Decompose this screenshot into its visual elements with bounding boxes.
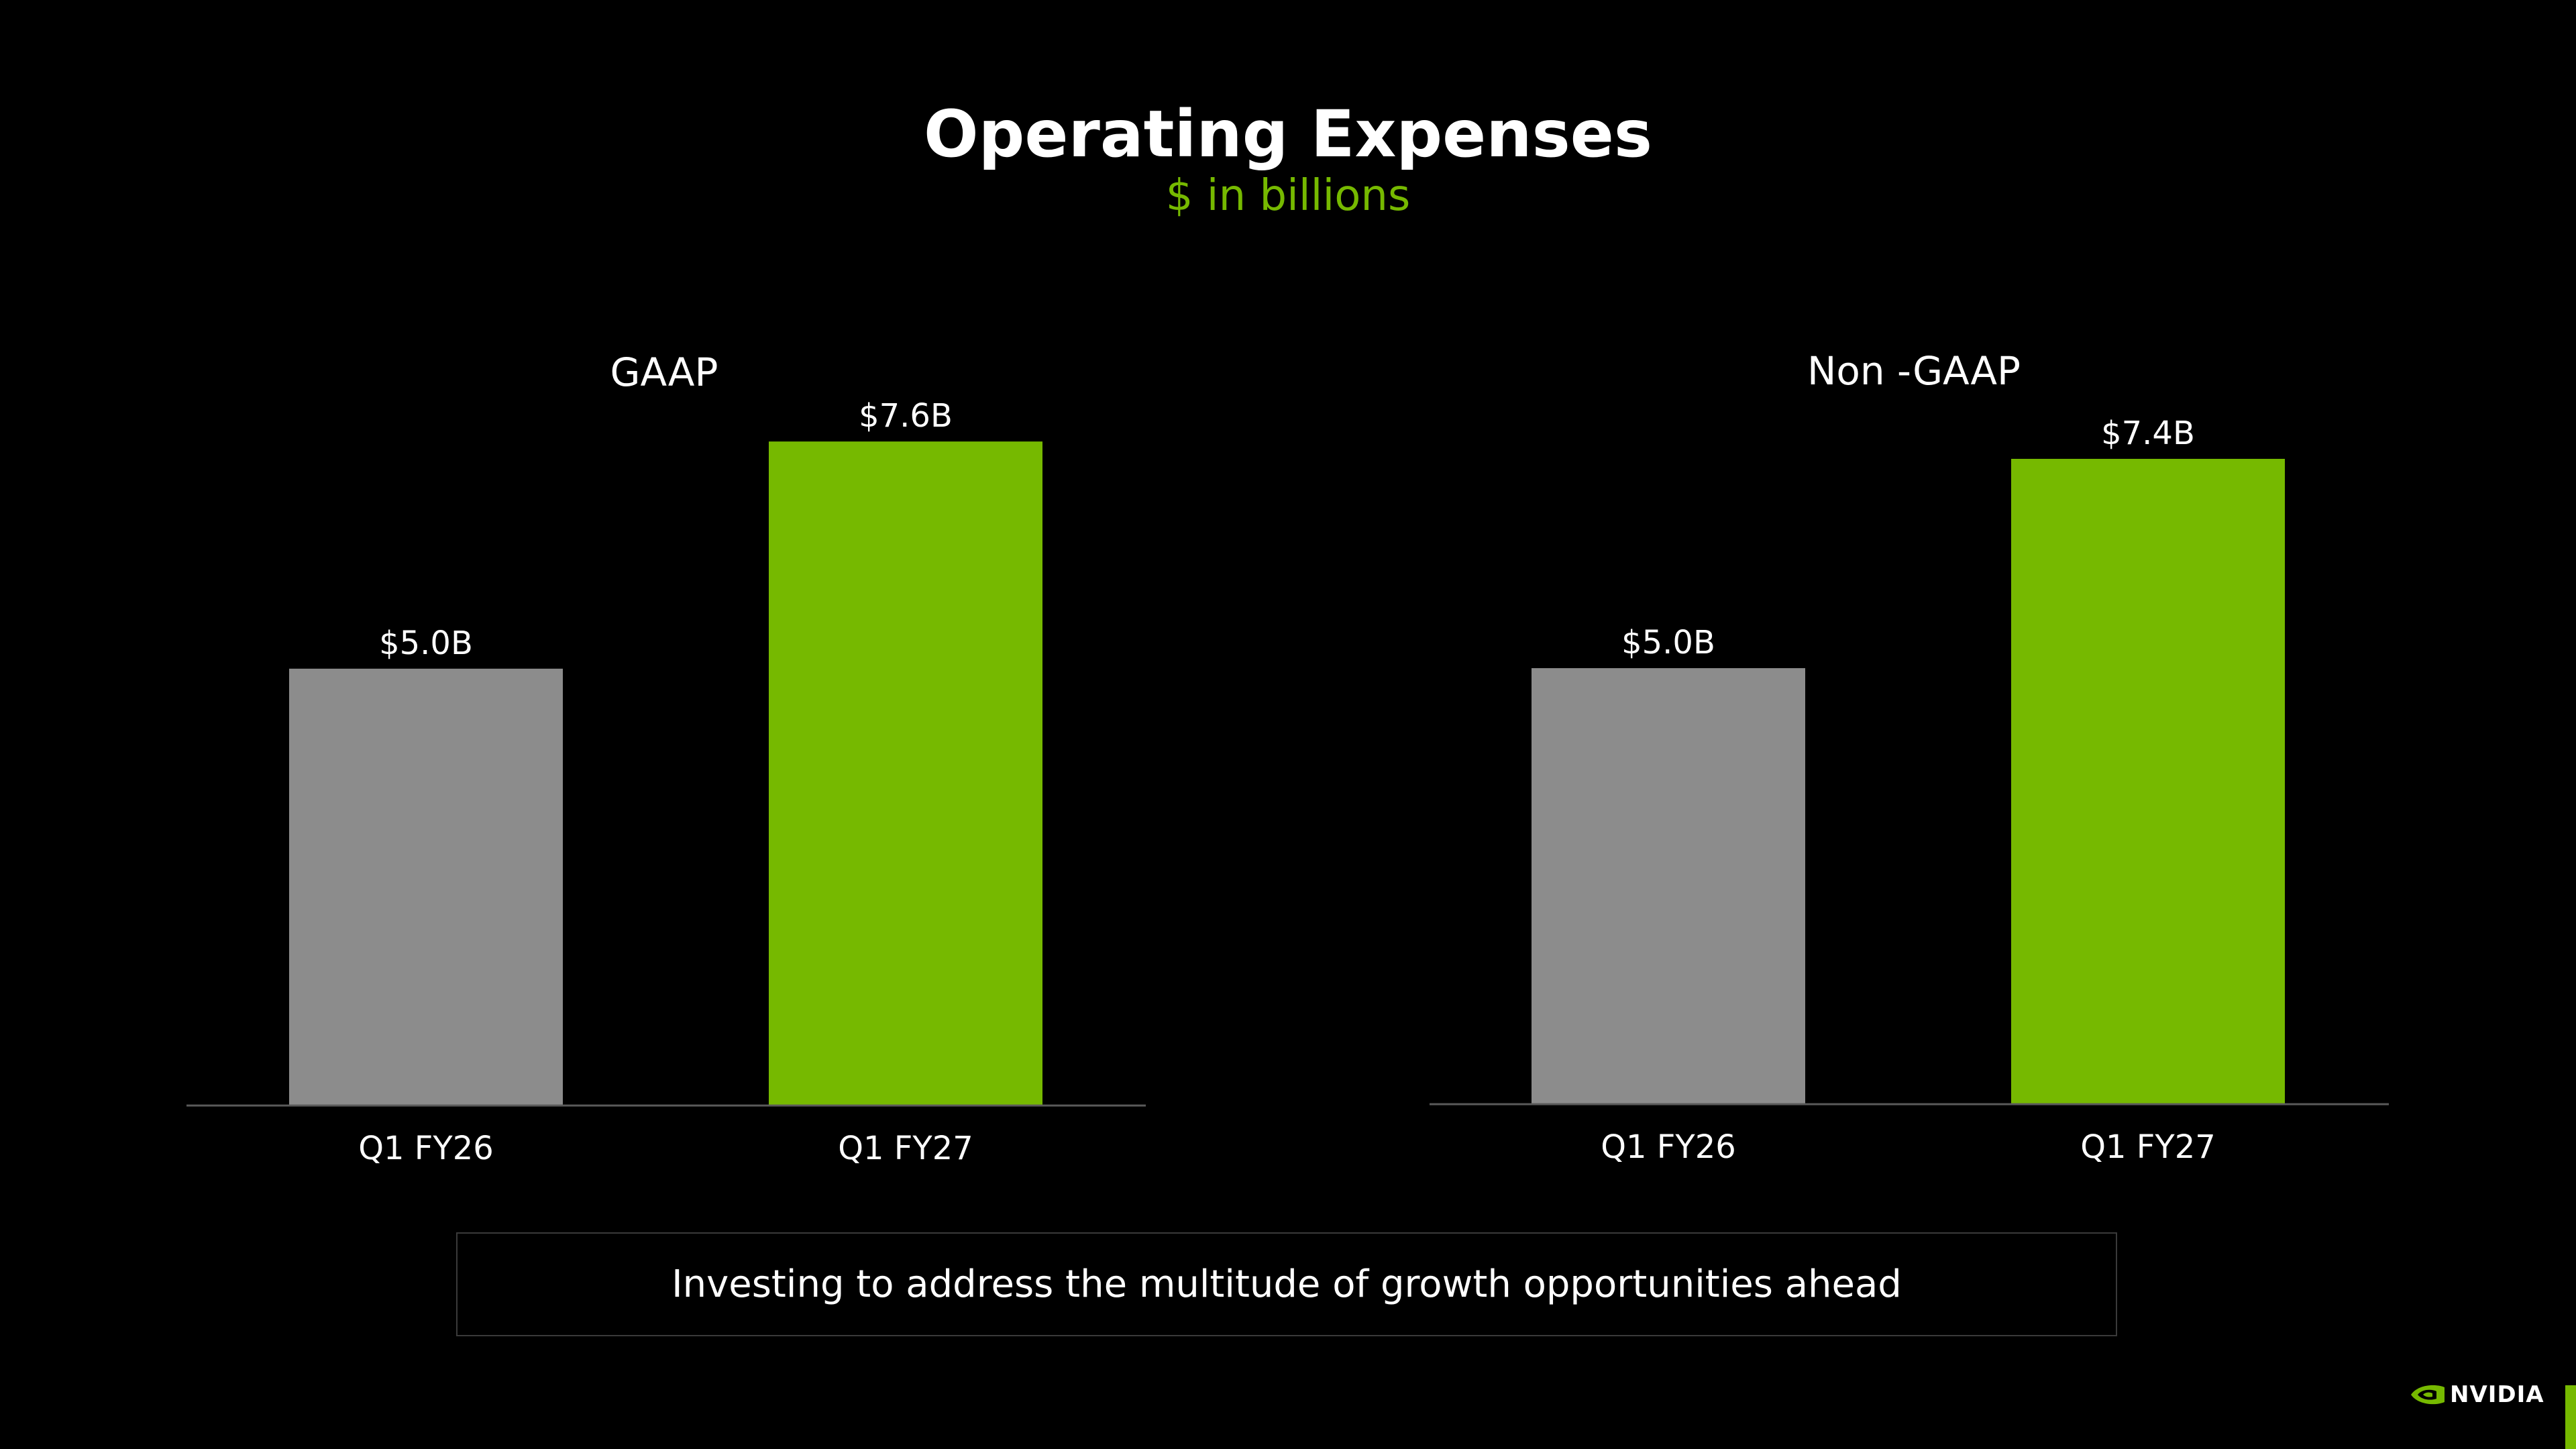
nvidia-logo: NVIDIA: [2408, 1381, 2544, 1409]
data-label: $7.6B: [859, 397, 953, 435]
nvidia-eye-icon: [2411, 1385, 2445, 1405]
chart-title: GAAP: [610, 350, 718, 395]
bar-q1-fy27: [769, 441, 1042, 1106]
x-tick-label: Q1 FY27: [838, 1130, 973, 1167]
slide-title: Operating Expenses: [924, 97, 1652, 172]
bar-q1-fy26: [1532, 668, 1805, 1104]
callout-box: Investing to address the multitude of gr…: [456, 1232, 2117, 1336]
x-tick-label: Q1 FY27: [2080, 1128, 2216, 1166]
nvidia-wordmark: NVIDIA: [2450, 1381, 2544, 1408]
slide-subtitle: $ in billions: [1165, 171, 1411, 221]
x-tick-label: Q1 FY26: [358, 1130, 494, 1167]
data-label: $5.0B: [379, 625, 473, 662]
bar-q1-fy27: [2011, 459, 2285, 1104]
data-label: $7.4B: [2101, 415, 2195, 452]
data-label: $5.0B: [1621, 624, 1715, 661]
bar-q1-fy26: [289, 668, 563, 1106]
callout-text: Investing to address the multitude of gr…: [672, 1263, 1902, 1306]
chart-title: Non -GAAP: [1807, 348, 2021, 394]
x-tick-label: Q1 FY26: [1601, 1128, 1736, 1166]
corner-accent-bar: [2565, 1385, 2576, 1449]
